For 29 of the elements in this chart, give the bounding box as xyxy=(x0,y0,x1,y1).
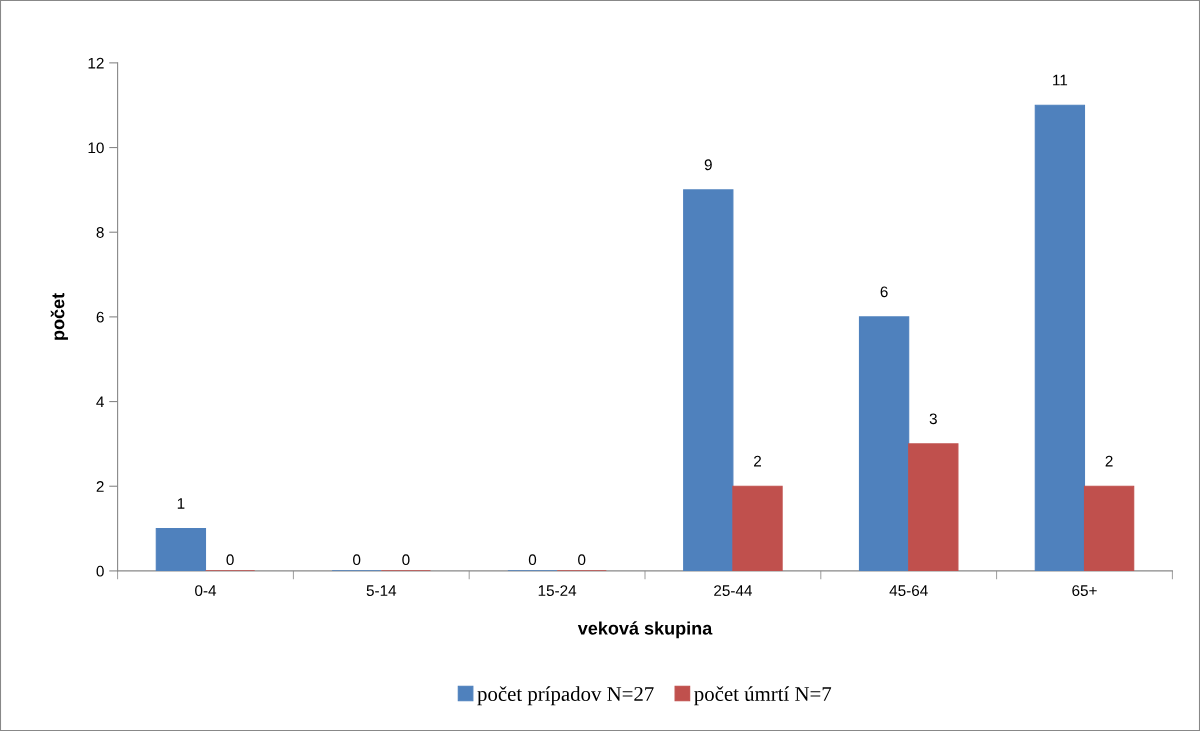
y-axis-title: počet xyxy=(50,293,68,340)
data-label: 3 xyxy=(929,413,937,425)
data-label: 0 xyxy=(402,554,410,566)
data-label: 1 xyxy=(177,498,185,509)
data-label: 2 xyxy=(754,455,761,467)
y-tick-label: 8 xyxy=(96,227,104,238)
data-label: 0 xyxy=(578,554,586,566)
x-tick-label: 5-14 xyxy=(366,585,397,597)
x-axis-title: veková skupina xyxy=(577,621,713,639)
y-tick-label: 0 xyxy=(96,565,104,577)
x-tick-label: 25-44 xyxy=(714,585,752,597)
x-tick-label: 65+ xyxy=(1072,585,1097,597)
legend-label: počet úmrtí N=7 xyxy=(694,686,832,706)
legend-label: počet prípadov N=27 xyxy=(477,686,654,706)
data-label: 2 xyxy=(1105,455,1113,467)
data-label: 11 xyxy=(1053,74,1068,86)
x-tick-label: 45-64 xyxy=(889,585,928,597)
x-tick-label: 15-24 xyxy=(538,585,577,597)
y-tick-label: 4 xyxy=(96,396,104,408)
y-tick-label: 10 xyxy=(88,142,104,154)
data-label: 0 xyxy=(353,554,361,566)
y-tick-label: 12 xyxy=(88,57,104,69)
x-tick-label: 0-4 xyxy=(195,585,217,597)
data-label: 0 xyxy=(226,554,234,566)
data-label: 9 xyxy=(704,159,712,171)
data-label: 0 xyxy=(528,554,537,566)
data-label: 6 xyxy=(880,286,888,298)
y-tick-label: 2 xyxy=(96,481,104,492)
y-tick-label: 6 xyxy=(96,311,104,323)
